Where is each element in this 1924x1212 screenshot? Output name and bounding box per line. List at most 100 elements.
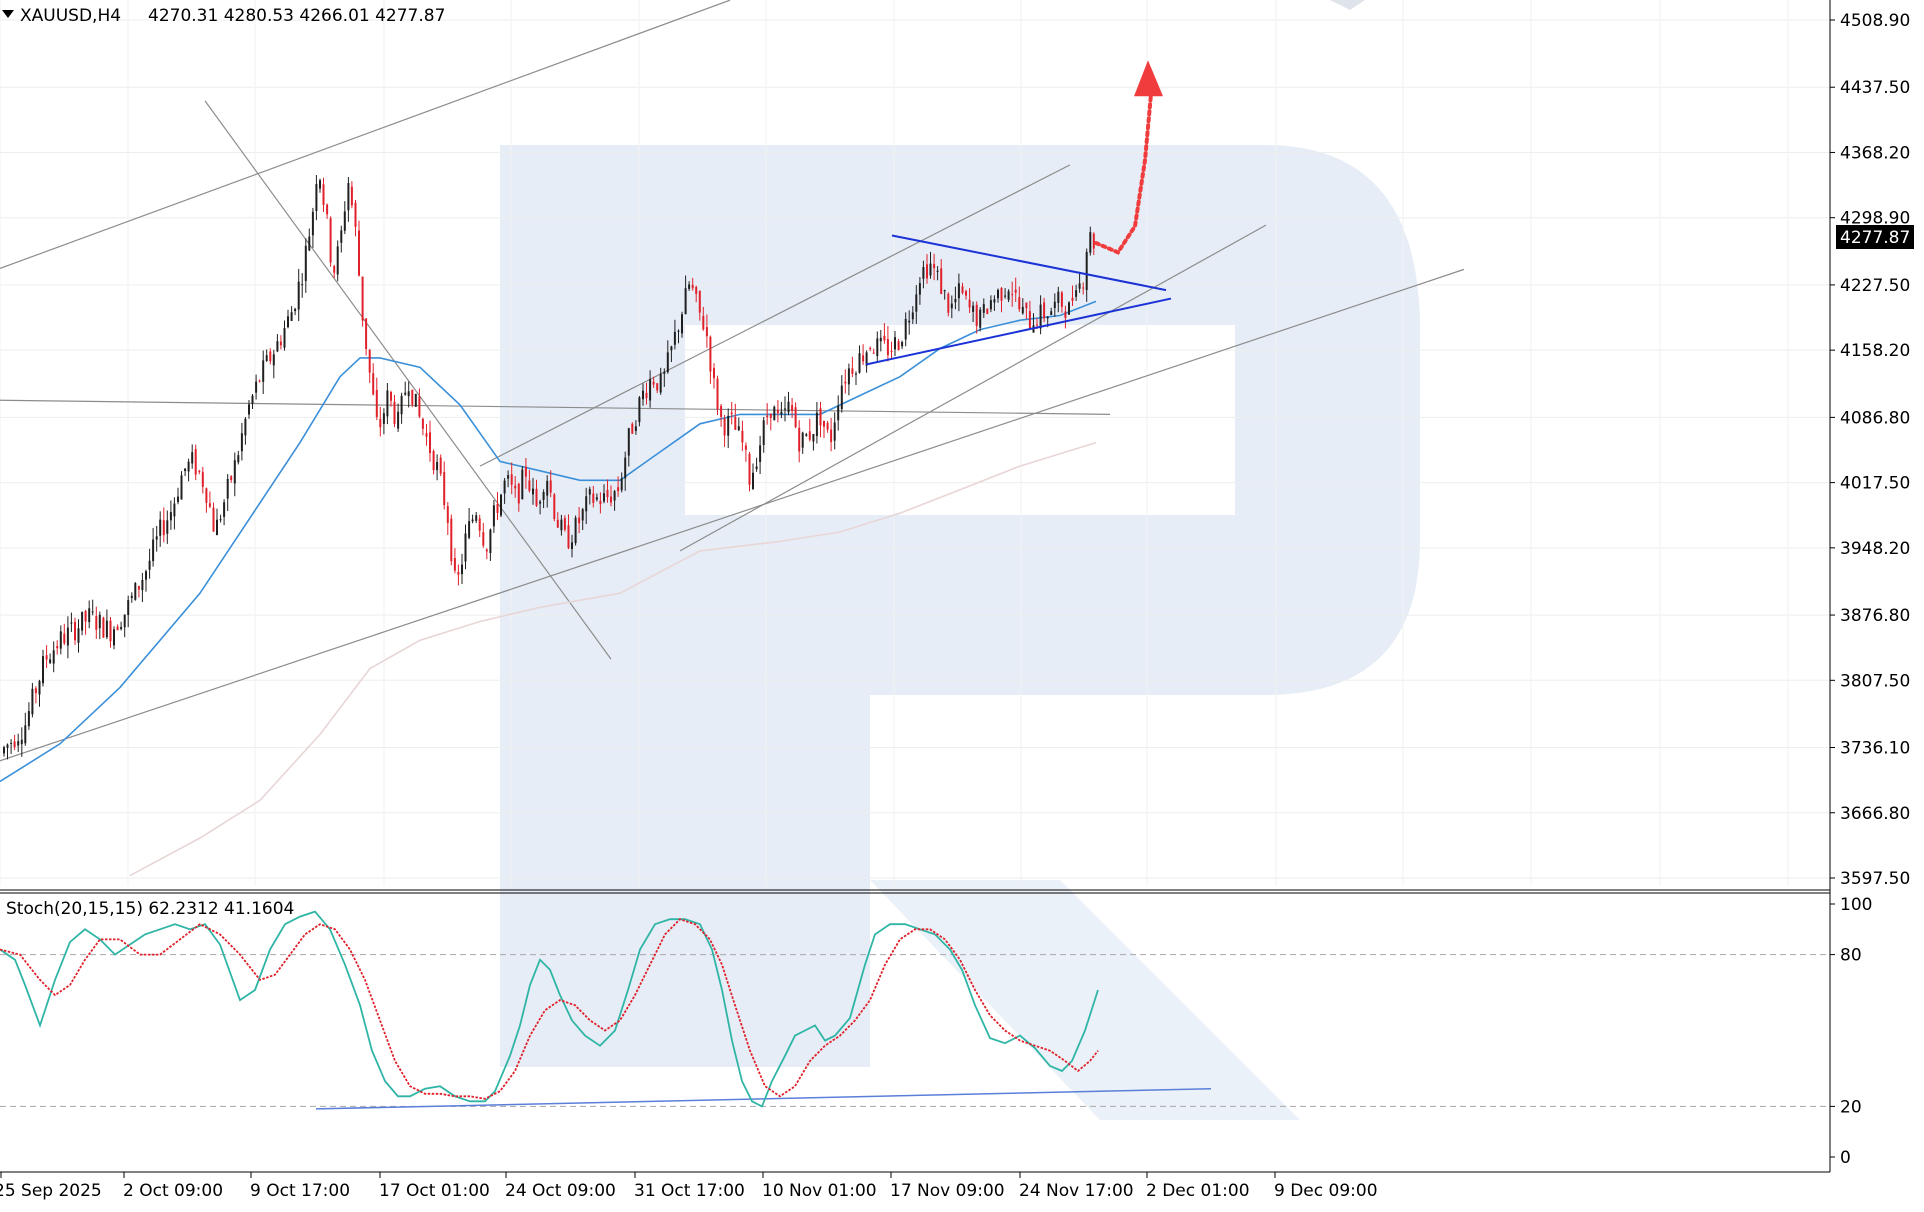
candle-body <box>666 352 669 373</box>
candle-body <box>429 432 431 453</box>
candle-body <box>414 393 417 407</box>
time-tick-label: 17 Oct 01:00 <box>379 1181 490 1201</box>
candle-body <box>105 620 108 638</box>
price-tick-label: 3807.50 <box>1840 671 1910 691</box>
candle-body <box>997 289 999 299</box>
candle-body <box>287 316 289 328</box>
trend-line <box>0 0 731 270</box>
candle-body <box>691 284 694 289</box>
candle-body <box>372 373 375 395</box>
candle-body <box>120 627 123 630</box>
candle-body <box>31 688 34 715</box>
pattern-line <box>865 297 1172 366</box>
candle-body <box>137 586 140 590</box>
candle-body <box>766 415 769 418</box>
candle-body <box>510 474 513 485</box>
time-tick-label: 24 Nov 17:00 <box>1019 1181 1134 1201</box>
candle-body <box>1004 295 1007 297</box>
candle-body <box>365 318 368 349</box>
candle-body <box>475 515 478 521</box>
candle-body <box>535 488 538 506</box>
candle-body <box>308 236 311 251</box>
candle-body <box>45 655 48 660</box>
candle-body <box>624 457 627 479</box>
candle-body <box>208 503 211 507</box>
candle-body <box>741 430 744 443</box>
candle-body <box>876 338 879 357</box>
candle-body <box>187 461 190 472</box>
candle-body <box>649 379 652 401</box>
candle-body <box>872 352 875 354</box>
candle-body <box>815 412 818 437</box>
candle-body <box>957 283 960 299</box>
time-tick-label: 17 Nov 09:00 <box>890 1181 1005 1201</box>
candle-body <box>386 390 389 417</box>
candle-body <box>730 412 733 415</box>
candle-body <box>98 614 101 629</box>
time-tick-label: 25 Sep 2025 <box>0 1181 102 1201</box>
candle-body <box>915 294 918 312</box>
candle-body <box>63 633 66 644</box>
candle-body <box>1036 324 1038 326</box>
candle-body <box>400 395 403 415</box>
candle-body <box>673 331 676 345</box>
candle-body <box>113 629 115 646</box>
trend-line <box>479 164 1071 467</box>
price-tick-label: 4508.90 <box>1840 11 1910 31</box>
candle-body <box>102 617 105 638</box>
price-tick-label: 4086.80 <box>1840 408 1910 428</box>
candle-body <box>801 432 804 448</box>
candle-body <box>326 204 329 215</box>
candle-body <box>393 401 396 424</box>
candle-body <box>421 418 424 429</box>
candle-body <box>723 418 726 436</box>
candle-body <box>532 488 534 495</box>
candle-body <box>1060 292 1063 307</box>
candle-body <box>56 646 59 649</box>
candle-body <box>436 462 439 471</box>
candle-body <box>897 341 900 350</box>
candle-body <box>95 616 98 630</box>
candle-body <box>1085 251 1088 290</box>
candle-body <box>517 483 520 504</box>
candle-body <box>812 434 815 442</box>
candle-body <box>407 391 410 397</box>
candle-body <box>3 747 5 754</box>
candle-body <box>219 519 222 521</box>
time-tick-label: 2 Dec 01:00 <box>1146 1181 1250 1201</box>
candle-body <box>851 368 854 374</box>
candle-body <box>81 611 84 631</box>
dropdown-triangle-icon[interactable] <box>2 10 14 18</box>
candle-body <box>333 266 336 273</box>
candle-body <box>890 351 893 352</box>
candle-body <box>645 392 648 399</box>
candle-body <box>688 284 691 289</box>
candle-body <box>276 341 279 352</box>
candle-body <box>59 631 62 649</box>
price-tick-label: 4017.50 <box>1840 474 1910 494</box>
candle-body <box>705 327 708 337</box>
candle-body <box>606 489 609 498</box>
candle-body <box>74 622 76 641</box>
candle-body <box>855 373 857 375</box>
candle-body <box>223 502 226 517</box>
candle-body <box>226 479 229 499</box>
candle-body <box>354 202 357 227</box>
candle-body <box>42 656 44 684</box>
candle-body <box>595 497 598 500</box>
price-tick-label: 3666.80 <box>1840 804 1910 824</box>
candle-body <box>933 264 936 269</box>
candle-body <box>826 422 829 430</box>
candle-body <box>1007 291 1010 300</box>
candle-body <box>684 288 687 315</box>
candle-body <box>272 354 275 366</box>
candle-body <box>1068 302 1070 315</box>
candle-body <box>173 503 176 517</box>
candle-body <box>993 299 996 303</box>
candle-body <box>844 381 847 384</box>
candle-body <box>716 378 719 410</box>
candle-body <box>1021 306 1024 314</box>
candle-body <box>375 390 378 418</box>
candle-body <box>578 517 581 524</box>
candle-body <box>571 542 573 549</box>
